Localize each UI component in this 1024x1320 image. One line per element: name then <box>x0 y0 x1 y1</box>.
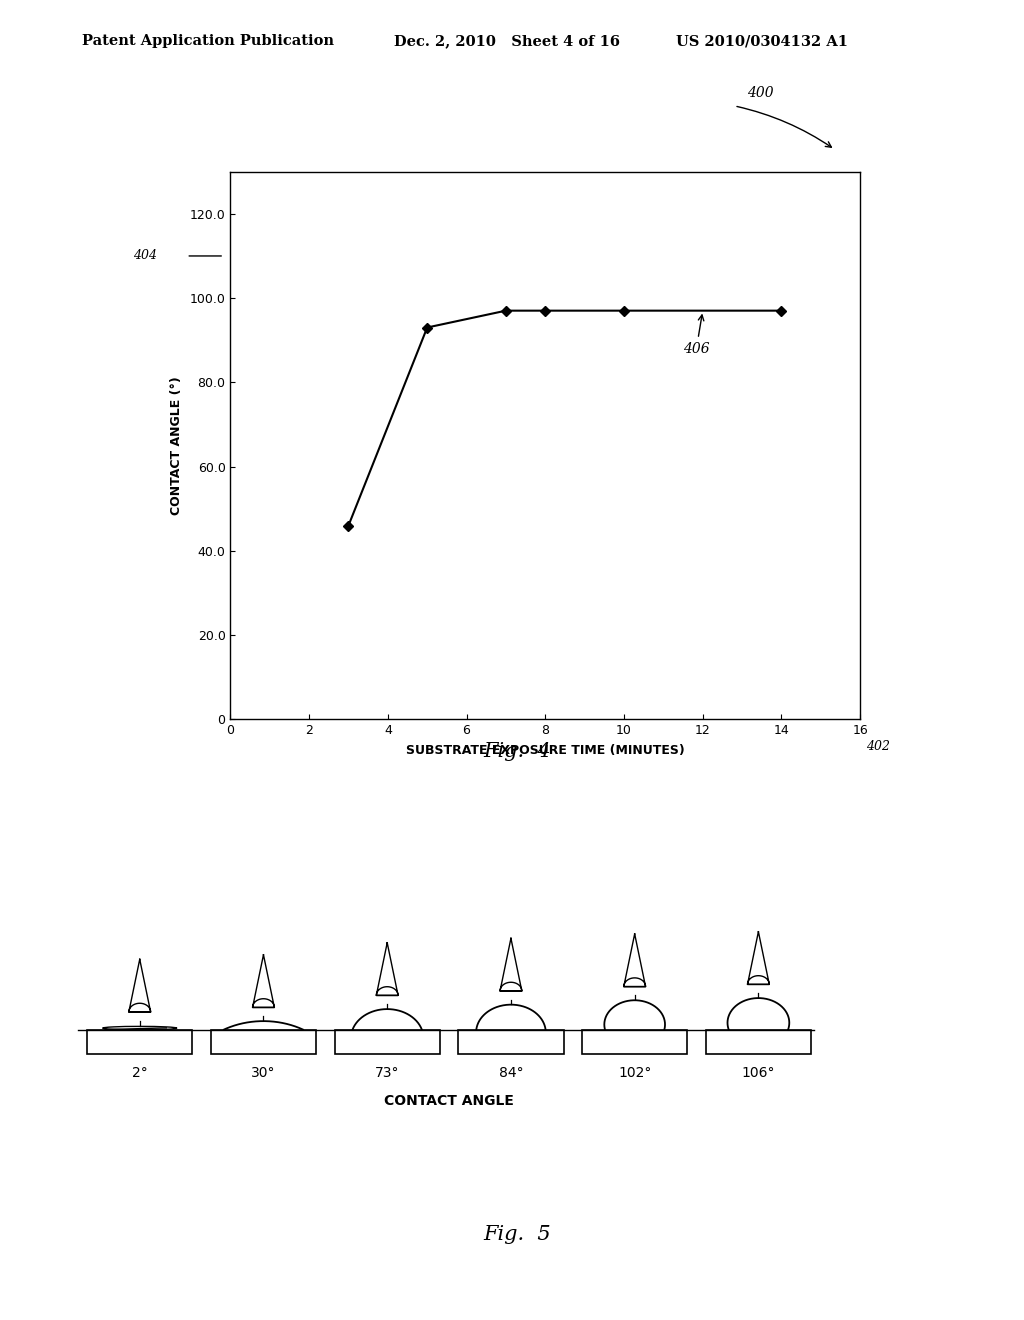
Text: 30°: 30° <box>251 1067 275 1080</box>
Bar <box>335 1030 439 1055</box>
Text: Dec. 2, 2010   Sheet 4 of 16: Dec. 2, 2010 Sheet 4 of 16 <box>394 34 621 49</box>
Text: US 2010/0304132 A1: US 2010/0304132 A1 <box>676 34 848 49</box>
Y-axis label: CONTACT ANGLE (°): CONTACT ANGLE (°) <box>170 376 182 515</box>
Text: 106°: 106° <box>741 1067 775 1080</box>
Bar <box>459 1030 563 1055</box>
Bar <box>582 1030 687 1055</box>
Text: Fig.  4: Fig. 4 <box>483 742 551 760</box>
Text: Patent Application Publication: Patent Application Publication <box>82 34 334 49</box>
Bar <box>87 1030 193 1055</box>
Bar <box>211 1030 316 1055</box>
Text: 402: 402 <box>866 739 891 752</box>
Text: 84°: 84° <box>499 1067 523 1080</box>
Text: 73°: 73° <box>375 1067 399 1080</box>
Text: CONTACT ANGLE: CONTACT ANGLE <box>384 1094 514 1107</box>
Text: 102°: 102° <box>617 1067 651 1080</box>
Bar <box>706 1030 811 1055</box>
Text: 400: 400 <box>746 86 773 100</box>
Text: 2°: 2° <box>132 1067 147 1080</box>
X-axis label: SUBSTRATE EXPOSURE TIME (MINUTES): SUBSTRATE EXPOSURE TIME (MINUTES) <box>406 744 685 758</box>
Text: Fig.  5: Fig. 5 <box>483 1225 551 1243</box>
Text: 406: 406 <box>683 315 710 356</box>
Text: 404: 404 <box>133 249 157 263</box>
